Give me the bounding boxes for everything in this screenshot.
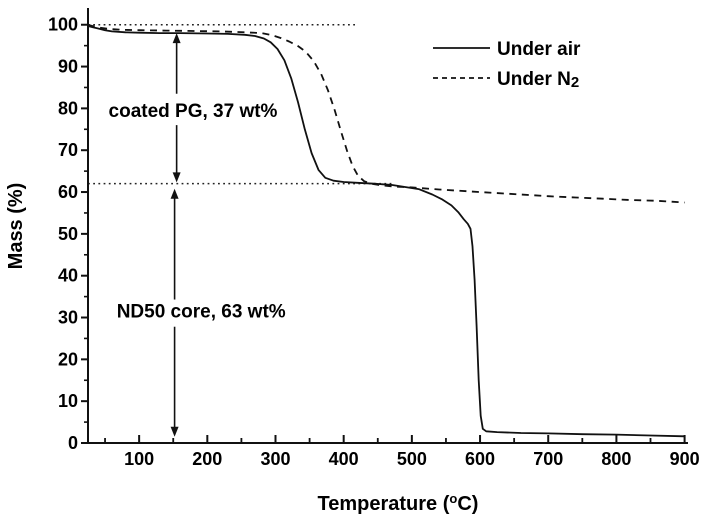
y-tick-label: 60: [58, 182, 78, 202]
arrowhead-up-icon: [172, 33, 181, 44]
series-under-n2: [87, 23, 685, 204]
y-tick-label: 100: [48, 15, 78, 35]
x-tick-label: 100: [124, 449, 154, 469]
annotation-arrow-0: [172, 33, 181, 183]
y-tick-label: 10: [58, 391, 78, 411]
legend-label-under-n2: Under N2: [497, 69, 579, 91]
annotation-nd50-core: ND50 core, 63 wt%: [117, 302, 286, 323]
axes-layer: 100 200 300 400 500 600 700 800 900 0 10 20 30 40 50 60…: [48, 8, 700, 469]
x-tick-label: 500: [397, 449, 427, 469]
x-tick-label: 800: [601, 449, 631, 469]
y-tick-label: 50: [58, 224, 78, 244]
reference-lines-layer: [88, 23, 392, 185]
y-tick-label: 90: [58, 57, 78, 77]
x-axis-title: Temperature (oC): [318, 491, 479, 515]
y-axis-title: Mass (%): [5, 183, 27, 270]
x-tick-label: 900: [670, 449, 700, 469]
x-tick-label: 300: [260, 449, 290, 469]
annotation-arrows-layer: [170, 33, 181, 437]
y-tick-label: 80: [58, 98, 78, 118]
arrowhead-down-icon: [172, 172, 181, 183]
series-layer: [87, 23, 685, 438]
annotation-coated-pg: coated PG, 37 wt%: [109, 101, 278, 122]
y-tick-label: 40: [58, 266, 78, 286]
legend: Under air Under N2: [433, 39, 581, 91]
y-tick-label: 30: [58, 308, 78, 328]
x-tick-label: 700: [533, 449, 563, 469]
x-tick-label: 400: [329, 449, 359, 469]
legend-label-under-air: Under air: [497, 39, 581, 60]
y-tick-label: 70: [58, 140, 78, 160]
series-under-air: [87, 25, 685, 438]
x-tick-label: 200: [192, 449, 222, 469]
arrowhead-down-icon: [170, 426, 179, 437]
y-tick-label: 20: [58, 349, 78, 369]
y-tick-label: 0: [68, 433, 78, 453]
annotation-arrow-1: [170, 188, 179, 437]
arrowhead-up-icon: [170, 188, 179, 199]
x-tick-label: 600: [465, 449, 495, 469]
